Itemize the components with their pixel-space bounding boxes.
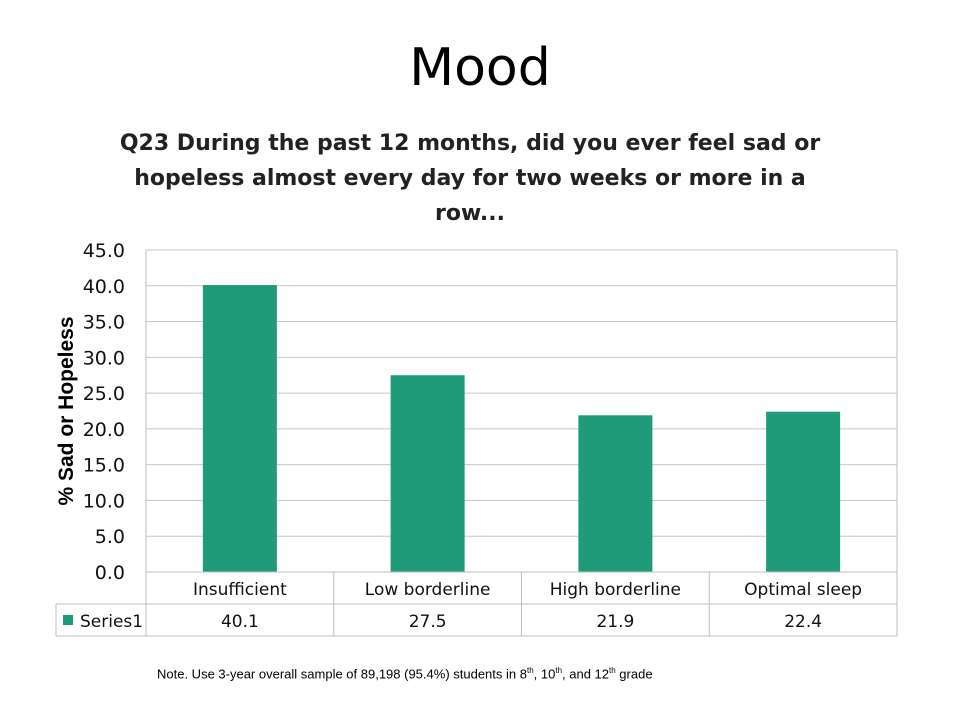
- data-label: 22.4: [784, 612, 822, 632]
- x-tick-label: Insufficient: [193, 580, 287, 600]
- data-label: 27.5: [409, 612, 447, 632]
- y-axis-label: % Sad or Hopeless: [55, 316, 78, 505]
- y-tick-label: 35.0: [83, 312, 125, 334]
- bar-optimal-sleep: [766, 411, 841, 572]
- y-tick-label: 20.0: [83, 419, 125, 441]
- y-axis-label-group: % Sad or Hopeless: [55, 316, 78, 505]
- x-tick-label: Low borderline: [365, 580, 491, 600]
- y-tick-label: 0.0: [95, 562, 125, 584]
- data-label: 40.1: [221, 612, 259, 632]
- data-table: Insufficient 40.1 Low borderline 27.5 High b…: [55, 571, 898, 637]
- note-sup-3: th: [609, 666, 616, 675]
- note-sup-1: th: [526, 666, 534, 675]
- chart-title-line-3: row...: [435, 201, 505, 226]
- y-tick-label: 30.0: [83, 347, 125, 369]
- note-text-mid-1: , 10: [533, 666, 556, 682]
- footnote: Note. Use 3-year overall sample of 89,19…: [157, 666, 653, 681]
- x-tick-label: High borderline: [550, 580, 681, 600]
- bar-high-borderline: [578, 415, 653, 572]
- bar-insufficient: [202, 285, 277, 572]
- y-tick-label: 5.0: [95, 526, 125, 548]
- note-sup-2: th: [555, 666, 563, 675]
- data-label: 21.9: [596, 612, 634, 632]
- note-text-suffix: grade: [615, 666, 653, 682]
- y-tick-label: 45.0: [83, 240, 125, 262]
- note-text-prefix: Note. Use 3-year overall sample of 89,19…: [157, 666, 527, 682]
- slide-title: Mood: [409, 38, 551, 98]
- bars: [202, 285, 841, 572]
- chart-title-line-1: Q23 During the past 12 months, did you e…: [120, 131, 820, 156]
- y-tick-labels: 0.0 5.0 10.0 15.0 20.0 25.0 30.0 35.0 40.0 45.0: [83, 240, 125, 584]
- chart-title-line-2: hopeless almost every day for two weeks …: [134, 166, 806, 191]
- x-tick-label: Optimal sleep: [744, 580, 862, 600]
- bar-low-borderline: [390, 375, 465, 572]
- y-tick-label: 10.0: [83, 490, 125, 512]
- y-tick-label: 15.0: [83, 455, 125, 477]
- legend-series-name: Series1: [80, 612, 143, 632]
- y-tick-label: 25.0: [83, 383, 125, 405]
- y-tick-label: 40.0: [83, 276, 125, 298]
- legend-swatch: [63, 615, 73, 625]
- chart-title: Q23 During the past 12 months, did you e…: [120, 131, 820, 226]
- note-text-mid-2: , and 12: [562, 666, 610, 682]
